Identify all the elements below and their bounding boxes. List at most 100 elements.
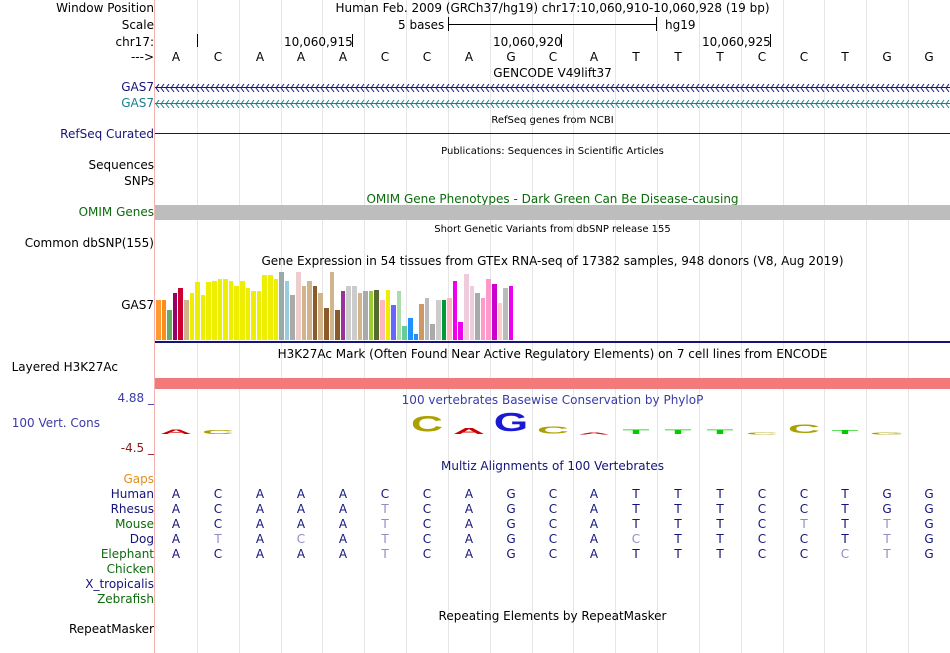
- gtex-tissue-bar[interactable]: [357, 293, 363, 340]
- gtex-tissue-bar[interactable]: [441, 300, 447, 340]
- track-label-refseq-curated[interactable]: RefSeq Curated: [60, 127, 154, 141]
- gtex-tissue-bar[interactable]: [245, 288, 251, 340]
- gtex-tissue-bar[interactable]: [251, 291, 256, 340]
- gtex-tissue-bar[interactable]: [290, 295, 295, 340]
- gtex-tissue-bar[interactable]: [385, 290, 391, 340]
- gtex-tissue-bar[interactable]: [486, 279, 491, 340]
- alignment-base: T: [716, 517, 724, 531]
- gtex-tissue-bar[interactable]: [480, 298, 486, 340]
- browser-track-image[interactable]: Human Feb. 2009 (GRCh37/hg19) chr17:10,0…: [155, 0, 950, 653]
- gtex-tissue-bar[interactable]: [508, 286, 514, 340]
- gtex-tissue-bar[interactable]: [413, 334, 419, 340]
- track-label-gtex-gas7[interactable]: GAS7: [121, 298, 154, 312]
- gtex-tissue-bar[interactable]: [206, 282, 211, 340]
- species-label[interactable]: Rhesus: [110, 502, 154, 516]
- species-label[interactable]: Dog: [129, 532, 154, 546]
- gas7-transcript-1[interactable]: [155, 82, 950, 92]
- track-label-omim-genes[interactable]: OMIM Genes: [78, 205, 154, 219]
- gtex-tissue-bar[interactable]: [178, 288, 183, 340]
- alignment-base: A: [296, 502, 306, 516]
- refseq-gene-line[interactable]: [155, 133, 950, 134]
- gtex-tissue-bar[interactable]: [464, 274, 469, 340]
- gtex-tissue-bar[interactable]: [458, 322, 463, 340]
- track-label-layered-h3k27ac[interactable]: Layered H3K27Ac: [11, 360, 118, 374]
- gtex-tissue-bar[interactable]: [469, 286, 475, 340]
- gtex-tissue-bar[interactable]: [402, 326, 407, 340]
- gtex-tissue-bar[interactable]: [234, 286, 239, 340]
- gtex-tissue-bar[interactable]: [436, 300, 441, 340]
- ruler-tick-label: 10,060,925: [702, 35, 771, 49]
- gtex-tissue-bar[interactable]: [346, 286, 351, 340]
- gtex-tissue-bar[interactable]: [296, 272, 301, 340]
- gtex-tissue-bar[interactable]: [256, 291, 262, 340]
- gtex-tissue-bar[interactable]: [419, 304, 424, 340]
- gtex-tissue-bar[interactable]: [223, 279, 228, 340]
- gtex-tissue-bar[interactable]: [217, 279, 223, 340]
- species-label[interactable]: Chicken: [106, 562, 154, 576]
- gtex-tissue-bar[interactable]: [447, 298, 452, 340]
- gtex-tissue-bar[interactable]: [268, 275, 273, 340]
- gtex-tissue-bar[interactable]: [273, 279, 279, 340]
- gtex-tissue-bar[interactable]: [156, 300, 161, 340]
- gtex-tissue-bar[interactable]: [335, 310, 340, 340]
- alignment-base: T: [381, 532, 389, 546]
- species-label[interactable]: Elephant: [100, 547, 154, 561]
- gtex-tissue-bar[interactable]: [307, 281, 312, 340]
- gtex-tissue-bar[interactable]: [329, 272, 335, 340]
- gtex-tissue-bar[interactable]: [195, 282, 200, 340]
- gtex-tissue-bar[interactable]: [380, 300, 385, 340]
- species-label[interactable]: X_tropicalis: [85, 577, 154, 591]
- track-label-snps[interactable]: SNPs: [124, 174, 154, 188]
- track-label-sequences[interactable]: Sequences: [88, 158, 154, 172]
- gtex-tissue-bar[interactable]: [161, 300, 167, 340]
- gtex-tissue-bar[interactable]: [200, 295, 206, 340]
- gtex-tissue-bar[interactable]: [391, 305, 396, 340]
- track-label-gaps[interactable]: Gaps: [123, 472, 154, 486]
- omim-gene-bar[interactable]: [155, 205, 950, 220]
- gtex-tissue-bar[interactable]: [212, 281, 217, 340]
- gtex-tissue-bar[interactable]: [184, 300, 189, 340]
- gtex-tissue-bar[interactable]: [240, 281, 245, 340]
- gtex-tissue-bar[interactable]: [503, 288, 508, 340]
- gtex-tissue-bar[interactable]: [497, 303, 503, 340]
- gtex-tissue-bar[interactable]: [312, 286, 318, 340]
- gtex-tissue-bar[interactable]: [279, 272, 284, 340]
- track-label-100-vert-cons[interactable]: 100 Vert. Cons: [11, 416, 100, 430]
- track-label-gas7-gencode-alt[interactable]: GAS7: [121, 96, 154, 110]
- gtex-tissue-bar[interactable]: [475, 293, 480, 340]
- gtex-expression-bars[interactable]: [155, 268, 950, 340]
- gtex-tissue-bar[interactable]: [318, 293, 323, 340]
- species-label[interactable]: Mouse: [115, 517, 154, 531]
- gtex-tissue-bar[interactable]: [352, 286, 357, 340]
- gtex-tissue-bar[interactable]: [284, 281, 290, 340]
- gtex-tissue-bar[interactable]: [452, 281, 458, 340]
- gtex-tissue-bar[interactable]: [492, 284, 497, 340]
- gtex-tissue-bar[interactable]: [262, 275, 267, 340]
- gtex-tissue-bar[interactable]: [374, 290, 379, 340]
- gtex-tissue-bar[interactable]: [172, 293, 178, 340]
- gtex-tissue-bar[interactable]: [228, 281, 234, 340]
- ruler-tick: [197, 34, 198, 47]
- h3k27ac-signal-bar[interactable]: [155, 378, 950, 389]
- species-label[interactable]: Zebrafish: [97, 592, 154, 606]
- gtex-tissue-bar[interactable]: [189, 293, 195, 340]
- gtex-tissue-bar[interactable]: [430, 324, 435, 340]
- gtex-tissue-bar[interactable]: [424, 298, 430, 340]
- track-label-common-dbsnp[interactable]: Common dbSNP(155): [24, 236, 154, 250]
- track-label-repeatmasker[interactable]: RepeatMasker: [68, 622, 154, 636]
- species-label[interactable]: Human: [110, 487, 154, 501]
- gtex-tissue-bar[interactable]: [340, 291, 346, 340]
- gtex-tissue-bar[interactable]: [408, 318, 413, 340]
- alignment-base: T: [674, 532, 682, 546]
- gas7-transcript-2[interactable]: [155, 98, 950, 108]
- gtex-tissue-bar[interactable]: [396, 291, 402, 340]
- phylop-min-label: -4.5 _: [120, 441, 154, 455]
- gtex-tissue-bar[interactable]: [368, 291, 374, 340]
- gtex-tissue-bar[interactable]: [363, 291, 368, 340]
- track-label-gas7-gencode[interactable]: GAS7: [121, 80, 154, 94]
- gtex-tissue-bar[interactable]: [324, 308, 329, 340]
- gridline: [824, 0, 825, 653]
- gtex-tissue-bar[interactable]: [167, 310, 172, 340]
- gtex-tissue-bar[interactable]: [301, 286, 307, 340]
